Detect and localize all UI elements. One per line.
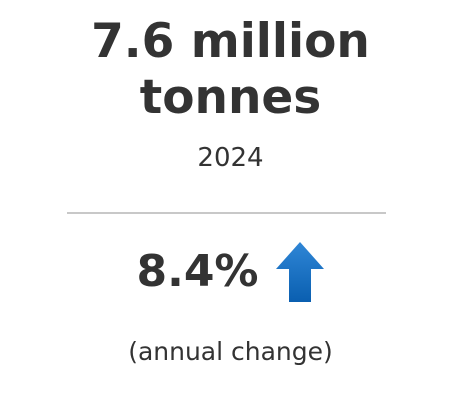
headline-line-2: tonnes [139, 70, 322, 125]
headline-value: 7.6 million tonnes [0, 14, 461, 126]
annual-change-value: 8.4% [136, 246, 259, 297]
divider [67, 212, 386, 214]
annual-change-row: 8.4% [0, 236, 461, 308]
annual-change-caption: (annual change) [128, 337, 333, 366]
arrow-up-icon [275, 242, 324, 302]
year-label: 2024 [197, 143, 264, 173]
headline-line-1: 7.6 million [91, 14, 370, 69]
